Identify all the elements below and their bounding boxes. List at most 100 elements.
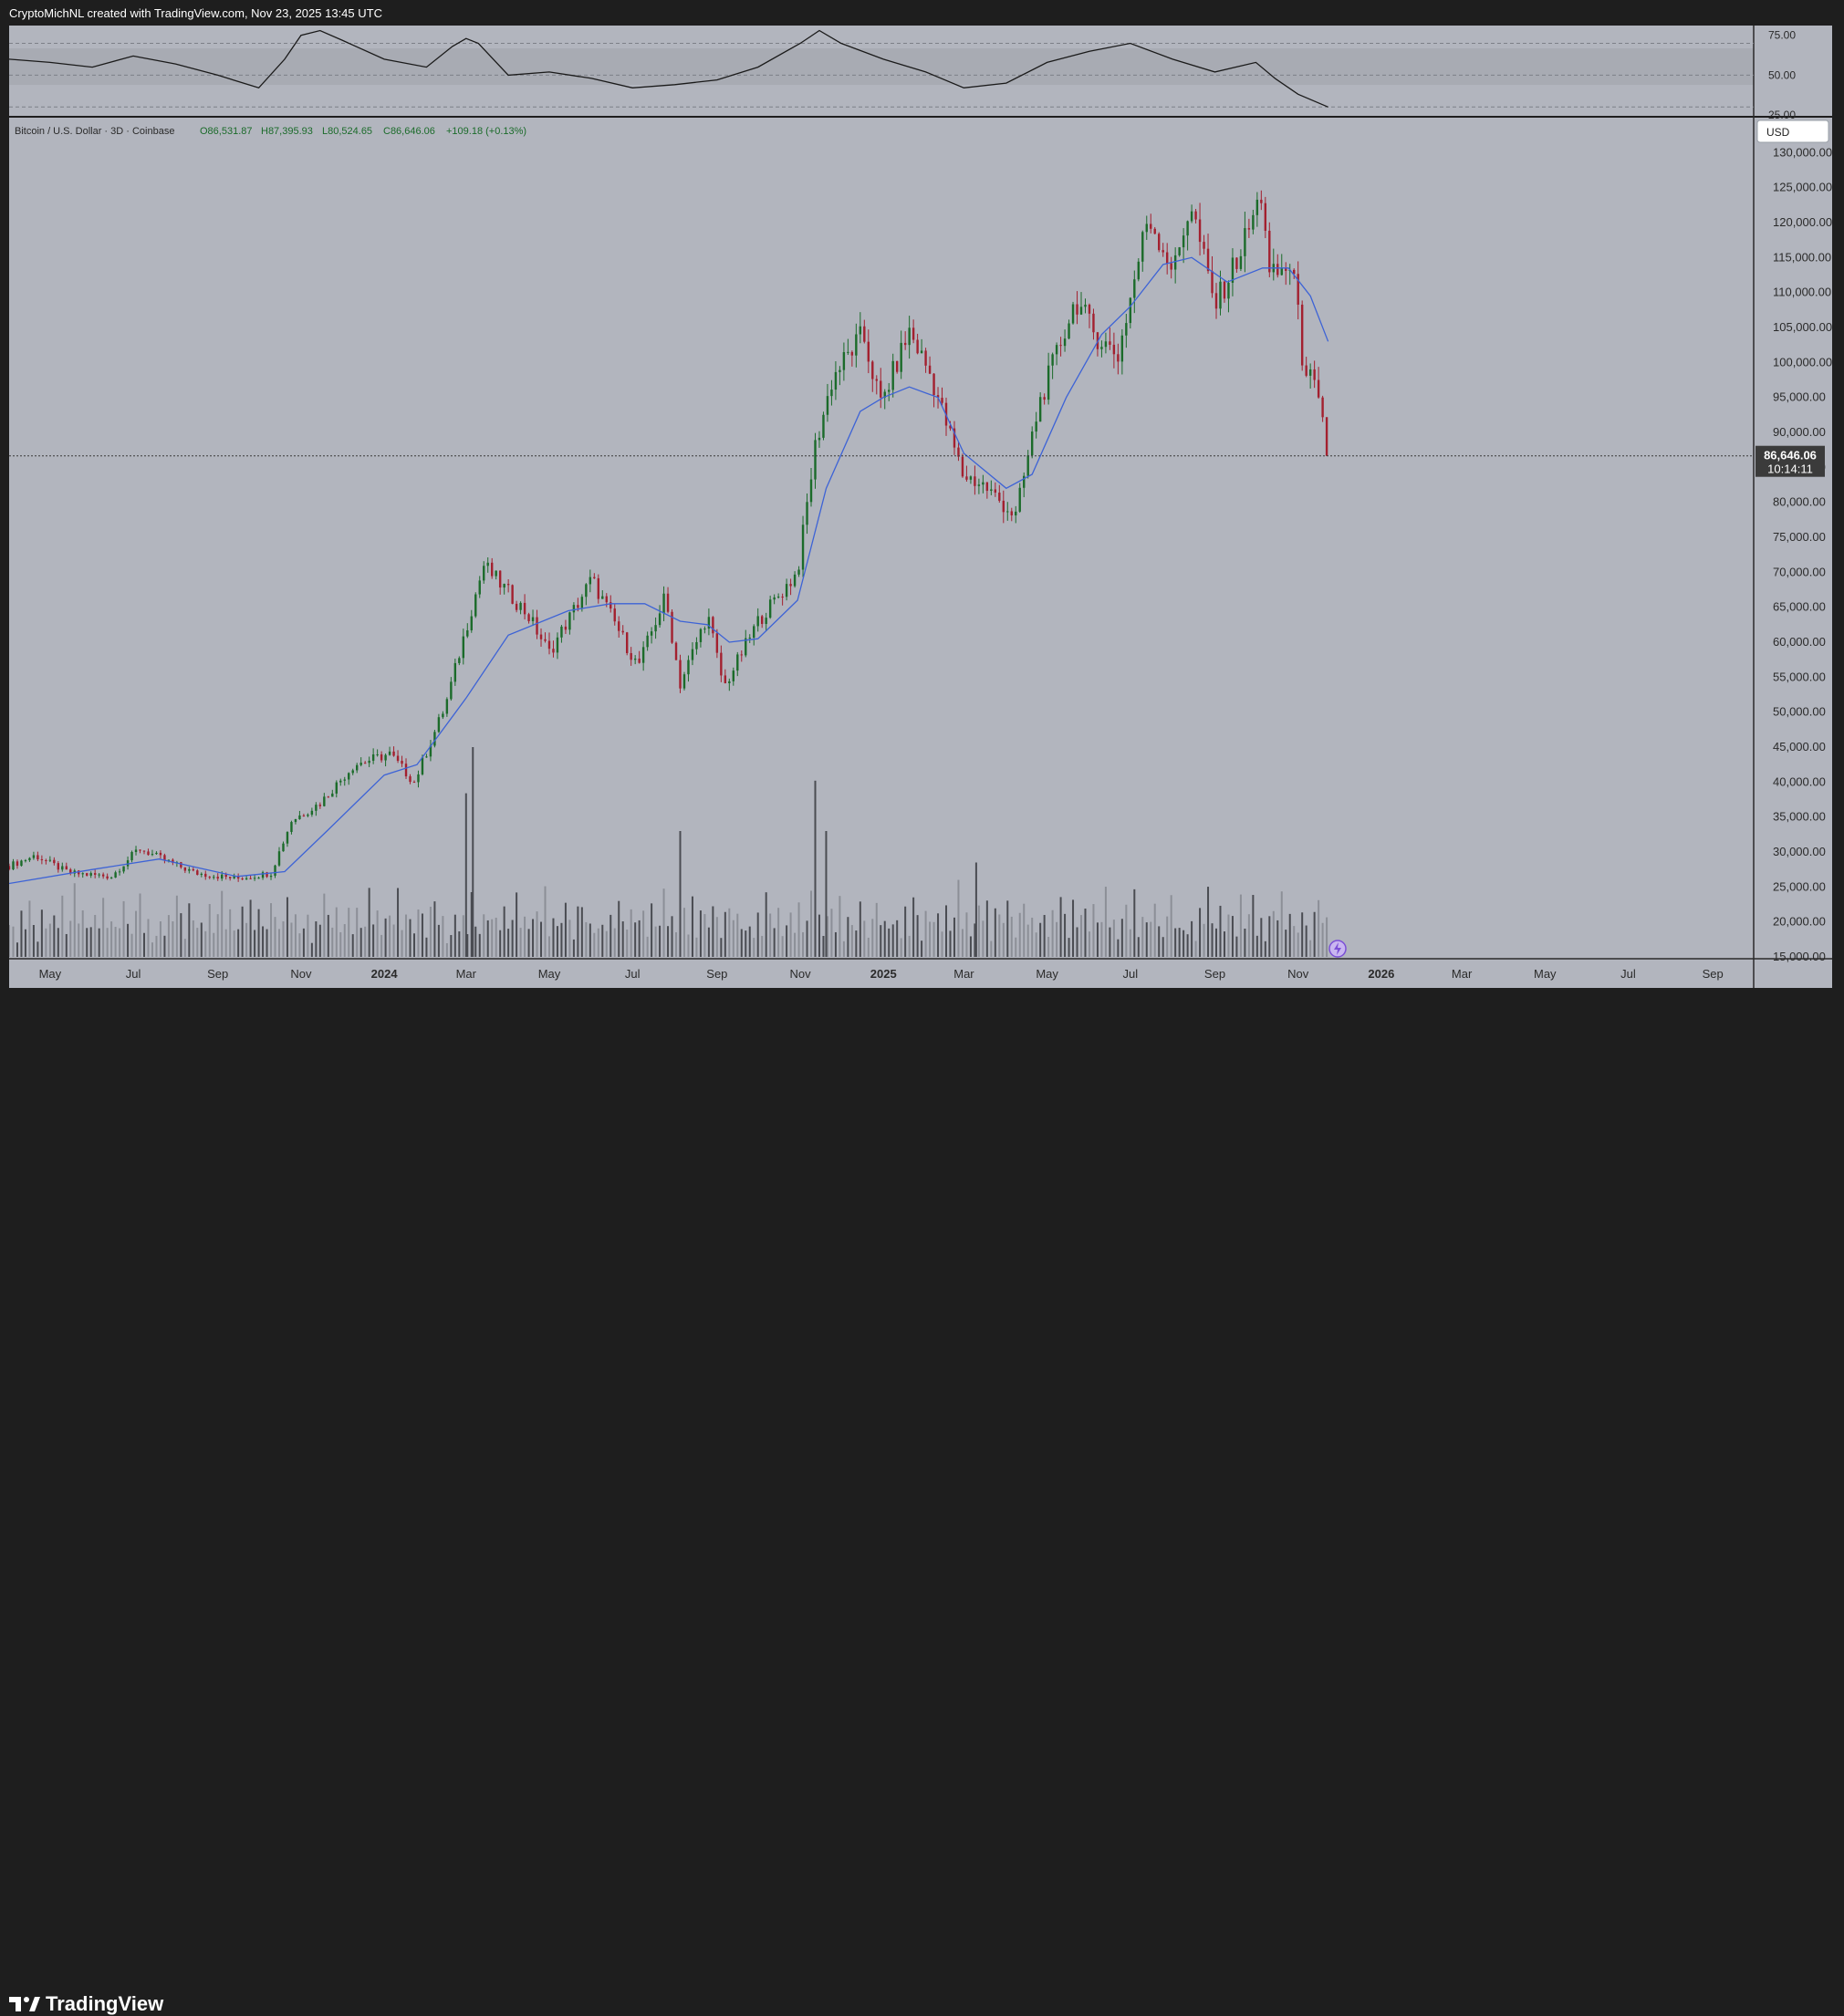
volume-bar: [343, 924, 346, 957]
volume-bar: [994, 908, 996, 957]
volume-bar-spike: [472, 747, 474, 957]
volume-bar: [806, 920, 808, 957]
candle-up: [134, 849, 138, 852]
candle-up: [1006, 511, 1009, 513]
volume-bar: [298, 933, 301, 957]
candle-down: [1194, 211, 1197, 220]
candle-up: [442, 713, 444, 718]
candle-up: [245, 878, 248, 880]
volume-bar: [880, 925, 882, 957]
volume-bar: [122, 900, 125, 957]
candle-down: [327, 796, 330, 798]
last-price-label: [1755, 445, 1825, 477]
volume-bar: [163, 935, 166, 957]
volume-bar: [73, 883, 76, 957]
candle-down: [1214, 293, 1218, 309]
time-tick-label: Jul: [625, 967, 641, 981]
candle-down: [625, 632, 629, 653]
candle-down: [241, 878, 244, 880]
price-axis[interactable]: 130,000.00 125,000.00 120,000.00 115,000.00…: [1773, 145, 1832, 963]
chart-canvas[interactable]: 75.00 50.00 25.00 130,000.00 125,000.00 120,…: [9, 26, 1832, 988]
volume-bar: [159, 921, 161, 957]
candle-up: [339, 780, 342, 783]
time-tick-label: Nov: [789, 967, 811, 981]
volume-bar: [32, 925, 35, 957]
currency-button[interactable]: [1756, 120, 1829, 143]
volume-bar: [969, 936, 972, 957]
volume-bar: [364, 926, 367, 957]
volume-bar: [200, 922, 203, 957]
volume-bar: [359, 928, 362, 957]
candle-up: [556, 637, 559, 653]
candle-up: [1051, 354, 1054, 366]
volume-bar: [618, 900, 620, 957]
candle-down: [101, 874, 105, 877]
time-tick-label: 2026: [1368, 967, 1394, 981]
candle-up: [425, 756, 428, 758]
volume-bar: [1166, 916, 1169, 957]
volume-bar: [1231, 916, 1234, 957]
volume-bar-spike: [679, 831, 682, 957]
candle-up: [233, 876, 235, 878]
candle-up: [388, 751, 391, 755]
candle-down: [1211, 271, 1214, 294]
volume-bar: [1031, 918, 1034, 957]
volume-bar: [777, 908, 780, 957]
candle-up: [920, 350, 923, 354]
candle-up: [682, 674, 686, 689]
candle-down: [392, 751, 395, 756]
candle-up: [351, 770, 354, 774]
candle-up: [580, 597, 584, 608]
tradingview-logo[interactable]: TradingView: [9, 1992, 163, 2016]
candle-down: [666, 593, 670, 612]
candle-up: [1145, 223, 1148, 233]
candle-down: [724, 675, 727, 683]
candle-up: [822, 414, 825, 438]
price-tick-label: 65,000.00: [1773, 600, 1826, 614]
volume-bar: [221, 890, 224, 957]
volume-bar: [196, 928, 199, 957]
candle-up: [61, 866, 64, 870]
candle-up: [114, 872, 117, 878]
volume-bar: [409, 919, 412, 957]
volume-bar: [315, 921, 318, 957]
time-axis[interactable]: May Jul Sep Nov 2024 Mar May Jul Sep Nov 2025 Mar Ma…: [39, 967, 1724, 981]
candle-down: [880, 380, 882, 398]
candle-up: [1133, 279, 1136, 298]
candle-down: [867, 341, 870, 362]
candle-up: [356, 764, 359, 771]
volume-bar: [544, 886, 547, 957]
volume-bar: [453, 914, 456, 957]
price-tick-label: 105,000.00: [1773, 320, 1832, 334]
candle-up: [81, 873, 84, 875]
candle-down: [679, 660, 682, 689]
volume-bar: [953, 917, 955, 957]
volume-bar: [1047, 937, 1050, 957]
price-tick-label: 25,000.00: [1773, 879, 1826, 893]
candle-down: [953, 428, 956, 448]
volume-bar: [605, 930, 608, 957]
volume-bar: [1215, 928, 1218, 957]
candle-down: [506, 584, 510, 586]
candle-up: [1178, 247, 1181, 255]
candle-up: [568, 612, 571, 630]
volume-bar: [638, 920, 641, 957]
volume-bar: [642, 910, 645, 957]
volume-bar: [499, 930, 502, 957]
candle-down: [45, 859, 47, 861]
candle-up: [437, 717, 441, 733]
volume-bar: [1002, 922, 1005, 957]
volume-bar: [1305, 925, 1307, 957]
candle-up: [89, 873, 92, 876]
chart-frame: [9, 26, 1832, 988]
candle-up: [1129, 297, 1132, 324]
volume-bar: [172, 921, 174, 957]
price-tick-label: 120,000.00: [1773, 215, 1832, 229]
volume-bar: [483, 914, 485, 957]
candle-down: [1317, 379, 1320, 398]
volume-bar: [486, 920, 489, 957]
last-price-value: 86,646.06: [1764, 449, 1817, 462]
volume-bar: [20, 910, 23, 957]
volume-bar: [834, 931, 837, 957]
candle-up: [1023, 475, 1026, 488]
